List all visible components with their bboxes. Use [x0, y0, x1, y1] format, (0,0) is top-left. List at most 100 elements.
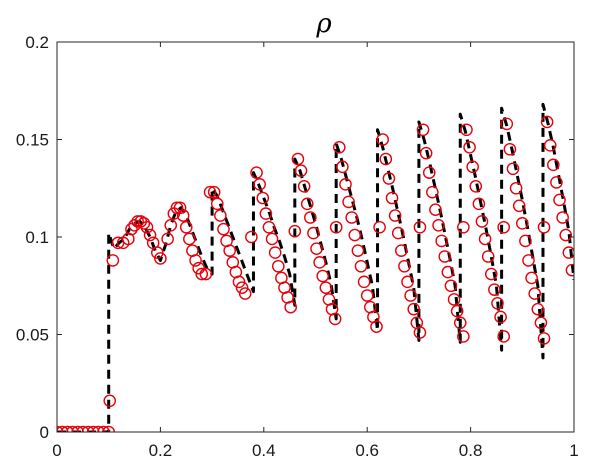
- data-point-marker: [438, 250, 452, 263]
- data-point-marker: [189, 254, 202, 267]
- data-point-marker: [284, 300, 297, 314]
- data-point-marker: [565, 263, 574, 277]
- data-point-marker: [310, 242, 323, 255]
- data-point-marker: [103, 394, 117, 408]
- data-point-marker: [540, 115, 554, 129]
- x-tick-label: 1: [569, 441, 578, 460]
- data-point-marker: [522, 254, 535, 267]
- data-point-marker: [297, 179, 311, 193]
- data-point-marker: [313, 256, 326, 269]
- data-point-marker: [466, 160, 479, 174]
- data-point-marker: [382, 172, 396, 185]
- data-point-marker: [217, 222, 230, 236]
- data-point-marker: [500, 117, 514, 131]
- data-point-marker: [547, 158, 560, 172]
- chart-title: ρ: [315, 9, 332, 39]
- data-point-marker: [207, 185, 221, 199]
- data-point-marker: [528, 287, 542, 300]
- data-point-marker: [170, 201, 184, 215]
- data-point-marker: [131, 215, 144, 228]
- data-point-marker: [288, 224, 302, 238]
- data-point-marker: [562, 246, 574, 259]
- y-tick-label: 0.2: [25, 33, 49, 52]
- data-point-marker: [457, 330, 470, 343]
- data-point-marker: [478, 232, 492, 246]
- data-point-marker: [150, 246, 164, 259]
- data-point-marker: [232, 275, 246, 289]
- data-point-marker: [262, 220, 276, 234]
- data-point-marker: [385, 191, 399, 205]
- data-point-marker: [426, 185, 439, 199]
- x-axis: 0 0.2 0.4 0.6 0.8 1: [52, 42, 579, 460]
- data-point-marker: [407, 302, 421, 316]
- data-point-marker: [214, 209, 227, 222]
- x-tick-label: 0.6: [355, 441, 379, 460]
- data-point-marker: [543, 139, 557, 152]
- data-point-marker: [354, 259, 368, 273]
- data-point-marker: [519, 234, 532, 248]
- data-point-marker: [475, 215, 489, 228]
- data-point-marker: [398, 259, 411, 273]
- data-point-marker: [164, 218, 178, 232]
- data-point-marker: [416, 123, 430, 137]
- data-point-marker: [256, 191, 270, 205]
- data-point-marker: [484, 267, 498, 281]
- data-point-marker: [525, 271, 538, 285]
- data-point-marker: [143, 228, 157, 242]
- data-point-marker: [413, 326, 427, 339]
- data-point-marker: [300, 197, 314, 211]
- data-point-marker: [419, 146, 433, 160]
- data-point-marker: [488, 283, 501, 296]
- data-point-marker: [512, 199, 526, 213]
- x-tick-label: 0.4: [252, 441, 276, 460]
- data-point-marker: [351, 244, 365, 257]
- data-point-marker: [328, 312, 342, 326]
- data-point-marker: [342, 195, 355, 209]
- y-tick-label: 0.15: [16, 131, 49, 150]
- data-point-marker: [210, 197, 224, 211]
- data-point-marker: [348, 228, 362, 242]
- data-point-marker: [304, 211, 317, 224]
- data-point-marker: [128, 218, 141, 232]
- data-point-marker: [245, 230, 258, 244]
- data-point-marker: [336, 160, 349, 174]
- data-point-marker: [294, 164, 308, 177]
- data-point-marker: [469, 179, 483, 193]
- data-point-marker: [223, 244, 236, 257]
- data-point-marker: [357, 275, 371, 289]
- data-point-marker: [199, 267, 213, 281]
- data-point-marker: [379, 152, 393, 166]
- data-point-marker: [559, 228, 573, 242]
- data-point-marker: [161, 232, 174, 246]
- data-point-marker: [238, 287, 252, 300]
- data-point-marker: [373, 220, 386, 234]
- data-point-marker: [509, 181, 523, 195]
- data-point-marker: [391, 226, 405, 240]
- data-point-marker: [497, 220, 510, 234]
- data-point-marker: [429, 203, 442, 216]
- data-point-marker: [491, 296, 504, 310]
- data-point-marker: [271, 259, 285, 273]
- data-point-marker: [550, 176, 563, 189]
- data-point-marker: [376, 133, 390, 146]
- data-point-marker: [404, 289, 417, 302]
- data-point-marker: [432, 218, 445, 232]
- data-point-marker: [534, 316, 548, 330]
- y-tick-label: 0.1: [25, 228, 49, 247]
- data-point-marker: [183, 232, 196, 246]
- data-point-marker: [503, 142, 517, 156]
- data-point-marker: [203, 185, 217, 199]
- data-point-marker: [259, 207, 273, 220]
- x-tick-label: 0.2: [149, 441, 173, 460]
- data-point-marker: [553, 193, 566, 207]
- data-point-marker: [106, 254, 120, 267]
- data-point-marker: [457, 220, 470, 234]
- data-point-marker: [537, 220, 551, 234]
- data-point-marker: [537, 332, 551, 345]
- data-point-marker: [413, 220, 427, 234]
- data-point-marker: [506, 162, 520, 176]
- data-point-marker: [137, 217, 151, 230]
- data-point-marker: [370, 320, 383, 334]
- data-point-marker: [556, 211, 569, 224]
